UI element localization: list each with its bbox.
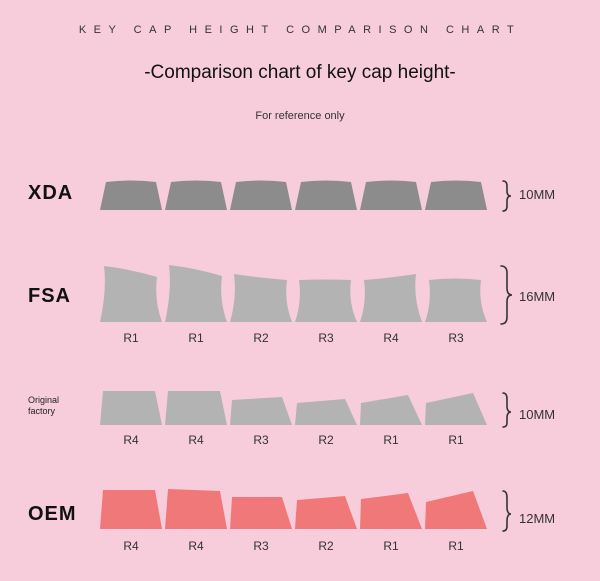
oem-key bbox=[295, 496, 357, 529]
height-label-factory: 10MM bbox=[519, 407, 556, 422]
fsa-key bbox=[295, 279, 357, 322]
height-label-oem: 12MM bbox=[519, 511, 556, 526]
oem-key bbox=[230, 497, 292, 529]
profile-label-xda: XDA bbox=[28, 182, 74, 204]
fsa-row-label: R4 bbox=[383, 331, 399, 345]
brace-factory bbox=[502, 392, 512, 428]
oem-row-label: R4 bbox=[188, 539, 204, 553]
fsa-row-label: R2 bbox=[253, 331, 269, 345]
xda-key bbox=[230, 180, 292, 210]
oem-row-label: R2 bbox=[318, 539, 334, 553]
oem-row-label: R1 bbox=[383, 539, 399, 553]
oem-keys bbox=[100, 489, 487, 529]
fsa-row-label: R1 bbox=[123, 331, 139, 345]
oem-key bbox=[425, 491, 487, 529]
oem-key bbox=[100, 490, 162, 529]
fsa-row-label: R3 bbox=[318, 331, 334, 345]
xda-key bbox=[100, 180, 162, 210]
profile-label-factory: Original factory bbox=[28, 395, 60, 416]
banner-title: KEY CAP HEIGHT COMPARISON CHART bbox=[78, 24, 522, 36]
fsa-row-label: R1 bbox=[188, 331, 204, 345]
factory-row-label: R4 bbox=[123, 433, 139, 447]
xda-key bbox=[295, 180, 357, 210]
oem-key bbox=[360, 493, 422, 529]
oem-key bbox=[165, 489, 227, 529]
fsa-key bbox=[425, 278, 487, 322]
fsa-row-label: R3 bbox=[448, 331, 464, 345]
brace-oem bbox=[502, 490, 512, 532]
fsa-key bbox=[360, 274, 422, 322]
oem-row-label: R1 bbox=[448, 539, 464, 553]
factory-row-label: R1 bbox=[448, 433, 464, 447]
fsa-key bbox=[165, 265, 227, 322]
factory-keys bbox=[100, 391, 487, 425]
oem-row-label: R4 bbox=[123, 539, 139, 553]
factory-key bbox=[425, 393, 487, 425]
factory-key bbox=[295, 399, 357, 425]
factory-key bbox=[100, 391, 162, 425]
profile-label-fsa: FSA bbox=[28, 285, 71, 307]
height-label-xda: 10MM bbox=[519, 187, 556, 202]
oem-row-label: R3 bbox=[253, 539, 269, 553]
brace-fsa bbox=[500, 265, 513, 325]
factory-key bbox=[165, 391, 227, 425]
height-label-fsa: 16MM bbox=[519, 289, 556, 304]
fsa-keys bbox=[100, 265, 487, 322]
xda-keys bbox=[100, 180, 487, 210]
fsa-key bbox=[230, 274, 292, 322]
factory-row-label: R4 bbox=[188, 433, 204, 447]
factory-row-label: R1 bbox=[383, 433, 399, 447]
subtitle: For reference only bbox=[255, 110, 345, 122]
factory-key bbox=[230, 397, 292, 425]
page-title: -Comparison chart of key cap height- bbox=[144, 62, 456, 83]
factory-row-label: R3 bbox=[253, 433, 269, 447]
xda-key bbox=[360, 180, 422, 210]
xda-key bbox=[165, 180, 227, 210]
factory-row-label: R2 bbox=[318, 433, 334, 447]
fsa-key bbox=[100, 266, 162, 322]
xda-key bbox=[425, 180, 487, 210]
profile-label-oem: OEM bbox=[28, 503, 77, 525]
factory-key bbox=[360, 395, 422, 425]
brace-xda bbox=[502, 180, 512, 212]
